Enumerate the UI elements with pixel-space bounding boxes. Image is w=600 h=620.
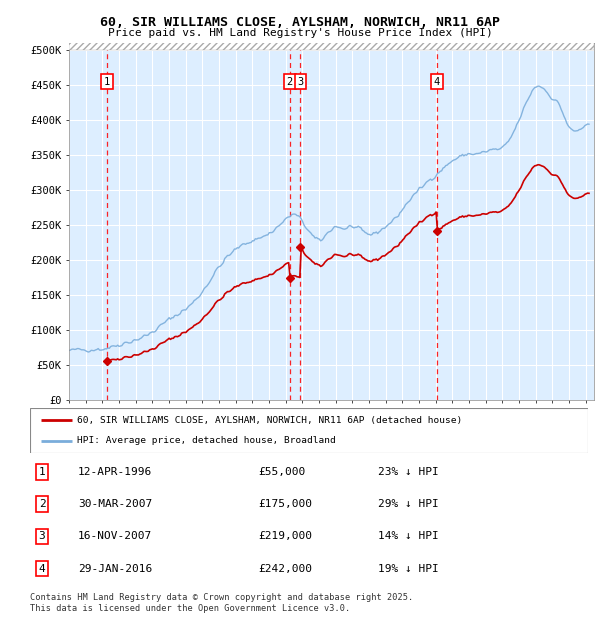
Text: 3: 3 (297, 77, 304, 87)
Text: £219,000: £219,000 (258, 531, 312, 541)
Text: £55,000: £55,000 (258, 467, 305, 477)
Text: 29% ↓ HPI: 29% ↓ HPI (378, 499, 439, 509)
Text: 2: 2 (287, 77, 293, 87)
Text: 4: 4 (38, 564, 46, 574)
Text: 2: 2 (38, 499, 46, 509)
Text: £242,000: £242,000 (258, 564, 312, 574)
Text: 1: 1 (38, 467, 46, 477)
Text: 23% ↓ HPI: 23% ↓ HPI (378, 467, 439, 477)
Text: Price paid vs. HM Land Registry's House Price Index (HPI): Price paid vs. HM Land Registry's House … (107, 28, 493, 38)
Text: 4: 4 (434, 77, 440, 87)
Text: 29-JAN-2016: 29-JAN-2016 (78, 564, 152, 574)
Text: £175,000: £175,000 (258, 499, 312, 509)
Text: 60, SIR WILLIAMS CLOSE, AYLSHAM, NORWICH, NR11 6AP: 60, SIR WILLIAMS CLOSE, AYLSHAM, NORWICH… (100, 16, 500, 29)
Text: 3: 3 (38, 531, 46, 541)
Text: 12-APR-1996: 12-APR-1996 (78, 467, 152, 477)
Text: 30-MAR-2007: 30-MAR-2007 (78, 499, 152, 509)
Text: HPI: Average price, detached house, Broadland: HPI: Average price, detached house, Broa… (77, 436, 336, 445)
Bar (69, 40, 594, 50)
Text: 60, SIR WILLIAMS CLOSE, AYLSHAM, NORWICH, NR11 6AP (detached house): 60, SIR WILLIAMS CLOSE, AYLSHAM, NORWICH… (77, 415, 463, 425)
Text: 19% ↓ HPI: 19% ↓ HPI (378, 564, 439, 574)
Text: Contains HM Land Registry data © Crown copyright and database right 2025.
This d: Contains HM Land Registry data © Crown c… (30, 593, 413, 613)
FancyBboxPatch shape (30, 408, 588, 453)
Text: 14% ↓ HPI: 14% ↓ HPI (378, 531, 439, 541)
Text: 1: 1 (104, 77, 110, 87)
Text: 16-NOV-2007: 16-NOV-2007 (78, 531, 152, 541)
